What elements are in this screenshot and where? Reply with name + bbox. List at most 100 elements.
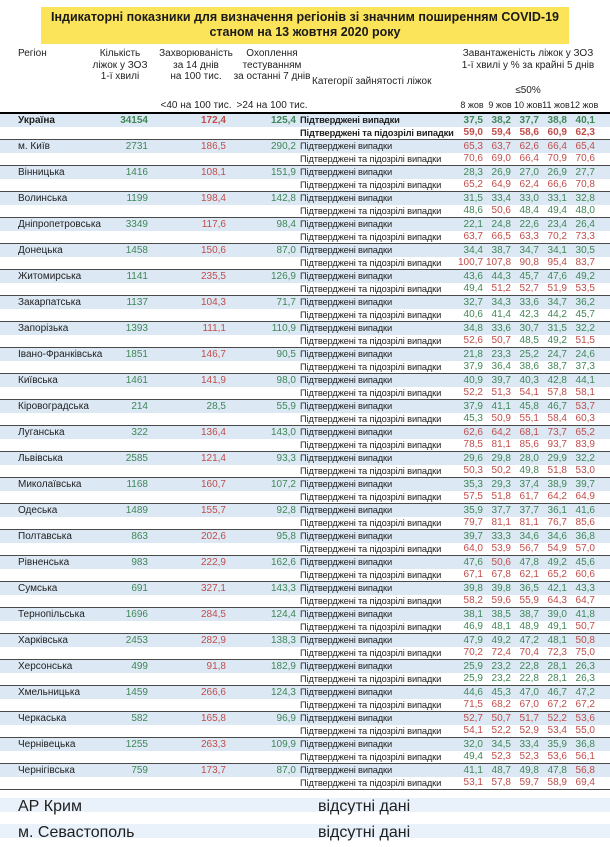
date-col-4: 11 жов xyxy=(542,100,570,110)
occupancy-value: 29,8 xyxy=(491,452,511,464)
occupancy-value: 57,8 xyxy=(491,777,511,789)
incidence-value: 235,5 xyxy=(200,270,226,282)
category-label-suspected: Підтверджені та підозрілі випадки xyxy=(300,673,442,684)
confirmed-row: Волинська 1199 198,4 142,8 Підтверджені … xyxy=(0,192,610,205)
incidence-value: 146,7 xyxy=(200,348,226,360)
occupancy-value: 35,9 xyxy=(463,504,483,516)
occupancy-value: 73,3 xyxy=(575,231,595,243)
occupancy-value: 52,6 xyxy=(463,335,483,347)
testing-value: 126,9 xyxy=(270,270,296,282)
region-block: Львівська 2585 121,4 93,3 Підтверджені в… xyxy=(0,452,610,478)
category-label-suspected: Підтверджені та підозрілі випадки xyxy=(300,595,442,606)
occupancy-value: 36,2 xyxy=(575,296,595,308)
testing-value: 182,9 xyxy=(270,660,296,672)
occupancy-value: 36,8 xyxy=(575,530,595,542)
occupancy-value: 49,8 xyxy=(519,764,539,776)
suspected-row: Підтверджені та підозрілі випадки 49,4 5… xyxy=(0,751,610,764)
occupancy-value: 38,5 xyxy=(491,608,511,620)
occupancy-value: 28,1 xyxy=(547,673,567,685)
category-label-confirmed: Підтверджені випадки xyxy=(300,713,393,724)
suspected-row: Підтверджені та підозрілі випадки 64,0 5… xyxy=(0,543,610,556)
occupancy-value: 43,3 xyxy=(575,582,595,594)
occupancy-value: 51,2 xyxy=(491,283,511,295)
region-block: Чернігівська 759 173,7 87,0 Підтверджені… xyxy=(0,764,610,790)
occupancy-value: 28,3 xyxy=(463,166,483,178)
header-beds: Кількість ліжок у ЗОЗ 1-ї хвилі xyxy=(92,48,148,82)
region-block: м. Київ 2731 186,5 290,2 Підтверджені ви… xyxy=(0,140,610,166)
occupancy-value: 23,2 xyxy=(491,660,511,672)
category-label-suspected: Підтверджені та підозрілі випадки xyxy=(300,231,442,242)
suspected-row: Підтверджені та підозрілі випадки 70,2 7… xyxy=(0,647,610,660)
occupancy-value: 52,7 xyxy=(463,712,483,724)
occupancy-value: 64,9 xyxy=(575,491,595,503)
occupancy-value: 31,5 xyxy=(547,322,567,334)
suspected-row: Підтверджені та підозрілі випадки 57,5 5… xyxy=(0,491,610,504)
subheader-incidence-threshold: <40 на 100 тис. xyxy=(160,100,232,111)
occupancy-value: 69,4 xyxy=(575,777,595,789)
occupancy-value: 35,9 xyxy=(547,738,567,750)
confirmed-row: Рівненська 983 222,9 162,6 Підтверджені … xyxy=(0,556,610,569)
region-name: Дніпропетровська xyxy=(18,218,101,230)
category-label-confirmed: Підтверджені випадки xyxy=(300,427,393,438)
occupancy-value: 63,7 xyxy=(463,231,483,243)
occupancy-value: 21,8 xyxy=(463,348,483,360)
occupancy-value: 55,9 xyxy=(519,595,539,607)
testing-value: 290,2 xyxy=(270,140,296,152)
occupancy-value: 66,5 xyxy=(491,231,511,243)
occupancy-value: 76,7 xyxy=(547,517,567,529)
header-region: Регіон xyxy=(18,48,47,59)
occupancy-value: 73,7 xyxy=(547,426,567,438)
occupancy-value: 48,4 xyxy=(519,205,539,217)
beds-value: 1168 xyxy=(126,478,148,490)
occupancy-value: 26,9 xyxy=(547,166,567,178)
category-label-suspected: Підтверджені та підозрілі випадки xyxy=(300,439,442,450)
region-name: Рівненська xyxy=(18,556,70,568)
occupancy-value: 35,3 xyxy=(463,478,483,490)
incidence-value: 111,1 xyxy=(202,322,226,334)
region-block: Івано-Франківська 1851 146,7 90,5 Підтве… xyxy=(0,348,610,374)
occupancy-value: 34,4 xyxy=(463,244,483,256)
confirmed-row: Вінницька 1416 108,1 151,9 Підтверджені … xyxy=(0,166,610,179)
occupancy-value: 83,9 xyxy=(575,439,595,451)
no-data-row: АР Крим відсутні дані xyxy=(0,798,610,815)
confirmed-row: Дніпропетровська 3349 117,6 98,4 Підтвер… xyxy=(0,218,610,231)
occupancy-value: 23,3 xyxy=(491,348,511,360)
confirmed-row: Запорізька 1393 111,1 110,9 Підтверджені… xyxy=(0,322,610,335)
occupancy-value: 40,3 xyxy=(519,374,539,386)
category-label-suspected: Підтверджені та підозрілі випадки xyxy=(300,283,442,294)
testing-value: 142,8 xyxy=(270,192,296,204)
occupancy-value: 49,2 xyxy=(575,270,595,282)
suspected-row: Підтверджені та підозрілі випадки 65,2 6… xyxy=(0,179,610,192)
testing-value: 87,0 xyxy=(276,764,296,776)
incidence-value: 282,9 xyxy=(200,634,226,646)
occupancy-value: 67,1 xyxy=(463,569,483,581)
occupancy-value: 95,4 xyxy=(547,257,567,269)
region-name: Одеська xyxy=(18,504,58,516)
occupancy-value: 62,6 xyxy=(519,140,539,152)
testing-value: 162,6 xyxy=(270,556,296,568)
region-name: Донецька xyxy=(18,244,63,256)
date-col-3: 10 жов xyxy=(514,100,543,110)
occupancy-value: 25,9 xyxy=(463,673,483,685)
occupancy-value: 56,8 xyxy=(575,764,595,776)
occupancy-value: 40,1 xyxy=(575,114,595,126)
occupancy-value: 51,7 xyxy=(519,712,539,724)
category-label-confirmed: Підтверджені випадки xyxy=(300,401,393,412)
occupancy-value: 59,6 xyxy=(491,595,511,607)
occupancy-value: 81,1 xyxy=(519,517,539,529)
date-columns: 8 жов 9 жов 10 жов 11 жов 12 жов xyxy=(458,100,598,112)
category-label-suspected: Підтверджені та підозрілі випадки xyxy=(300,777,442,788)
beds-value: 691 xyxy=(131,582,148,594)
occupancy-value: 28,0 xyxy=(519,452,539,464)
testing-value: 55,9 xyxy=(276,400,296,412)
occupancy-value: 26,9 xyxy=(491,166,511,178)
occupancy-value: 41,4 xyxy=(491,309,511,321)
region-name: Черкаська xyxy=(18,712,67,724)
occupancy-value: 53,4 xyxy=(547,725,567,737)
occupancy-value: 53,9 xyxy=(491,543,511,555)
occupancy-value: 40,9 xyxy=(463,374,483,386)
incidence-value: 136,4 xyxy=(200,426,226,438)
region-block: Київська 1461 141,9 98,0 Підтверджені ви… xyxy=(0,374,610,400)
category-label-confirmed: Підтверджені випадки xyxy=(300,193,393,204)
region-block: Одеська 1489 155,7 92,8 Підтверджені вип… xyxy=(0,504,610,530)
